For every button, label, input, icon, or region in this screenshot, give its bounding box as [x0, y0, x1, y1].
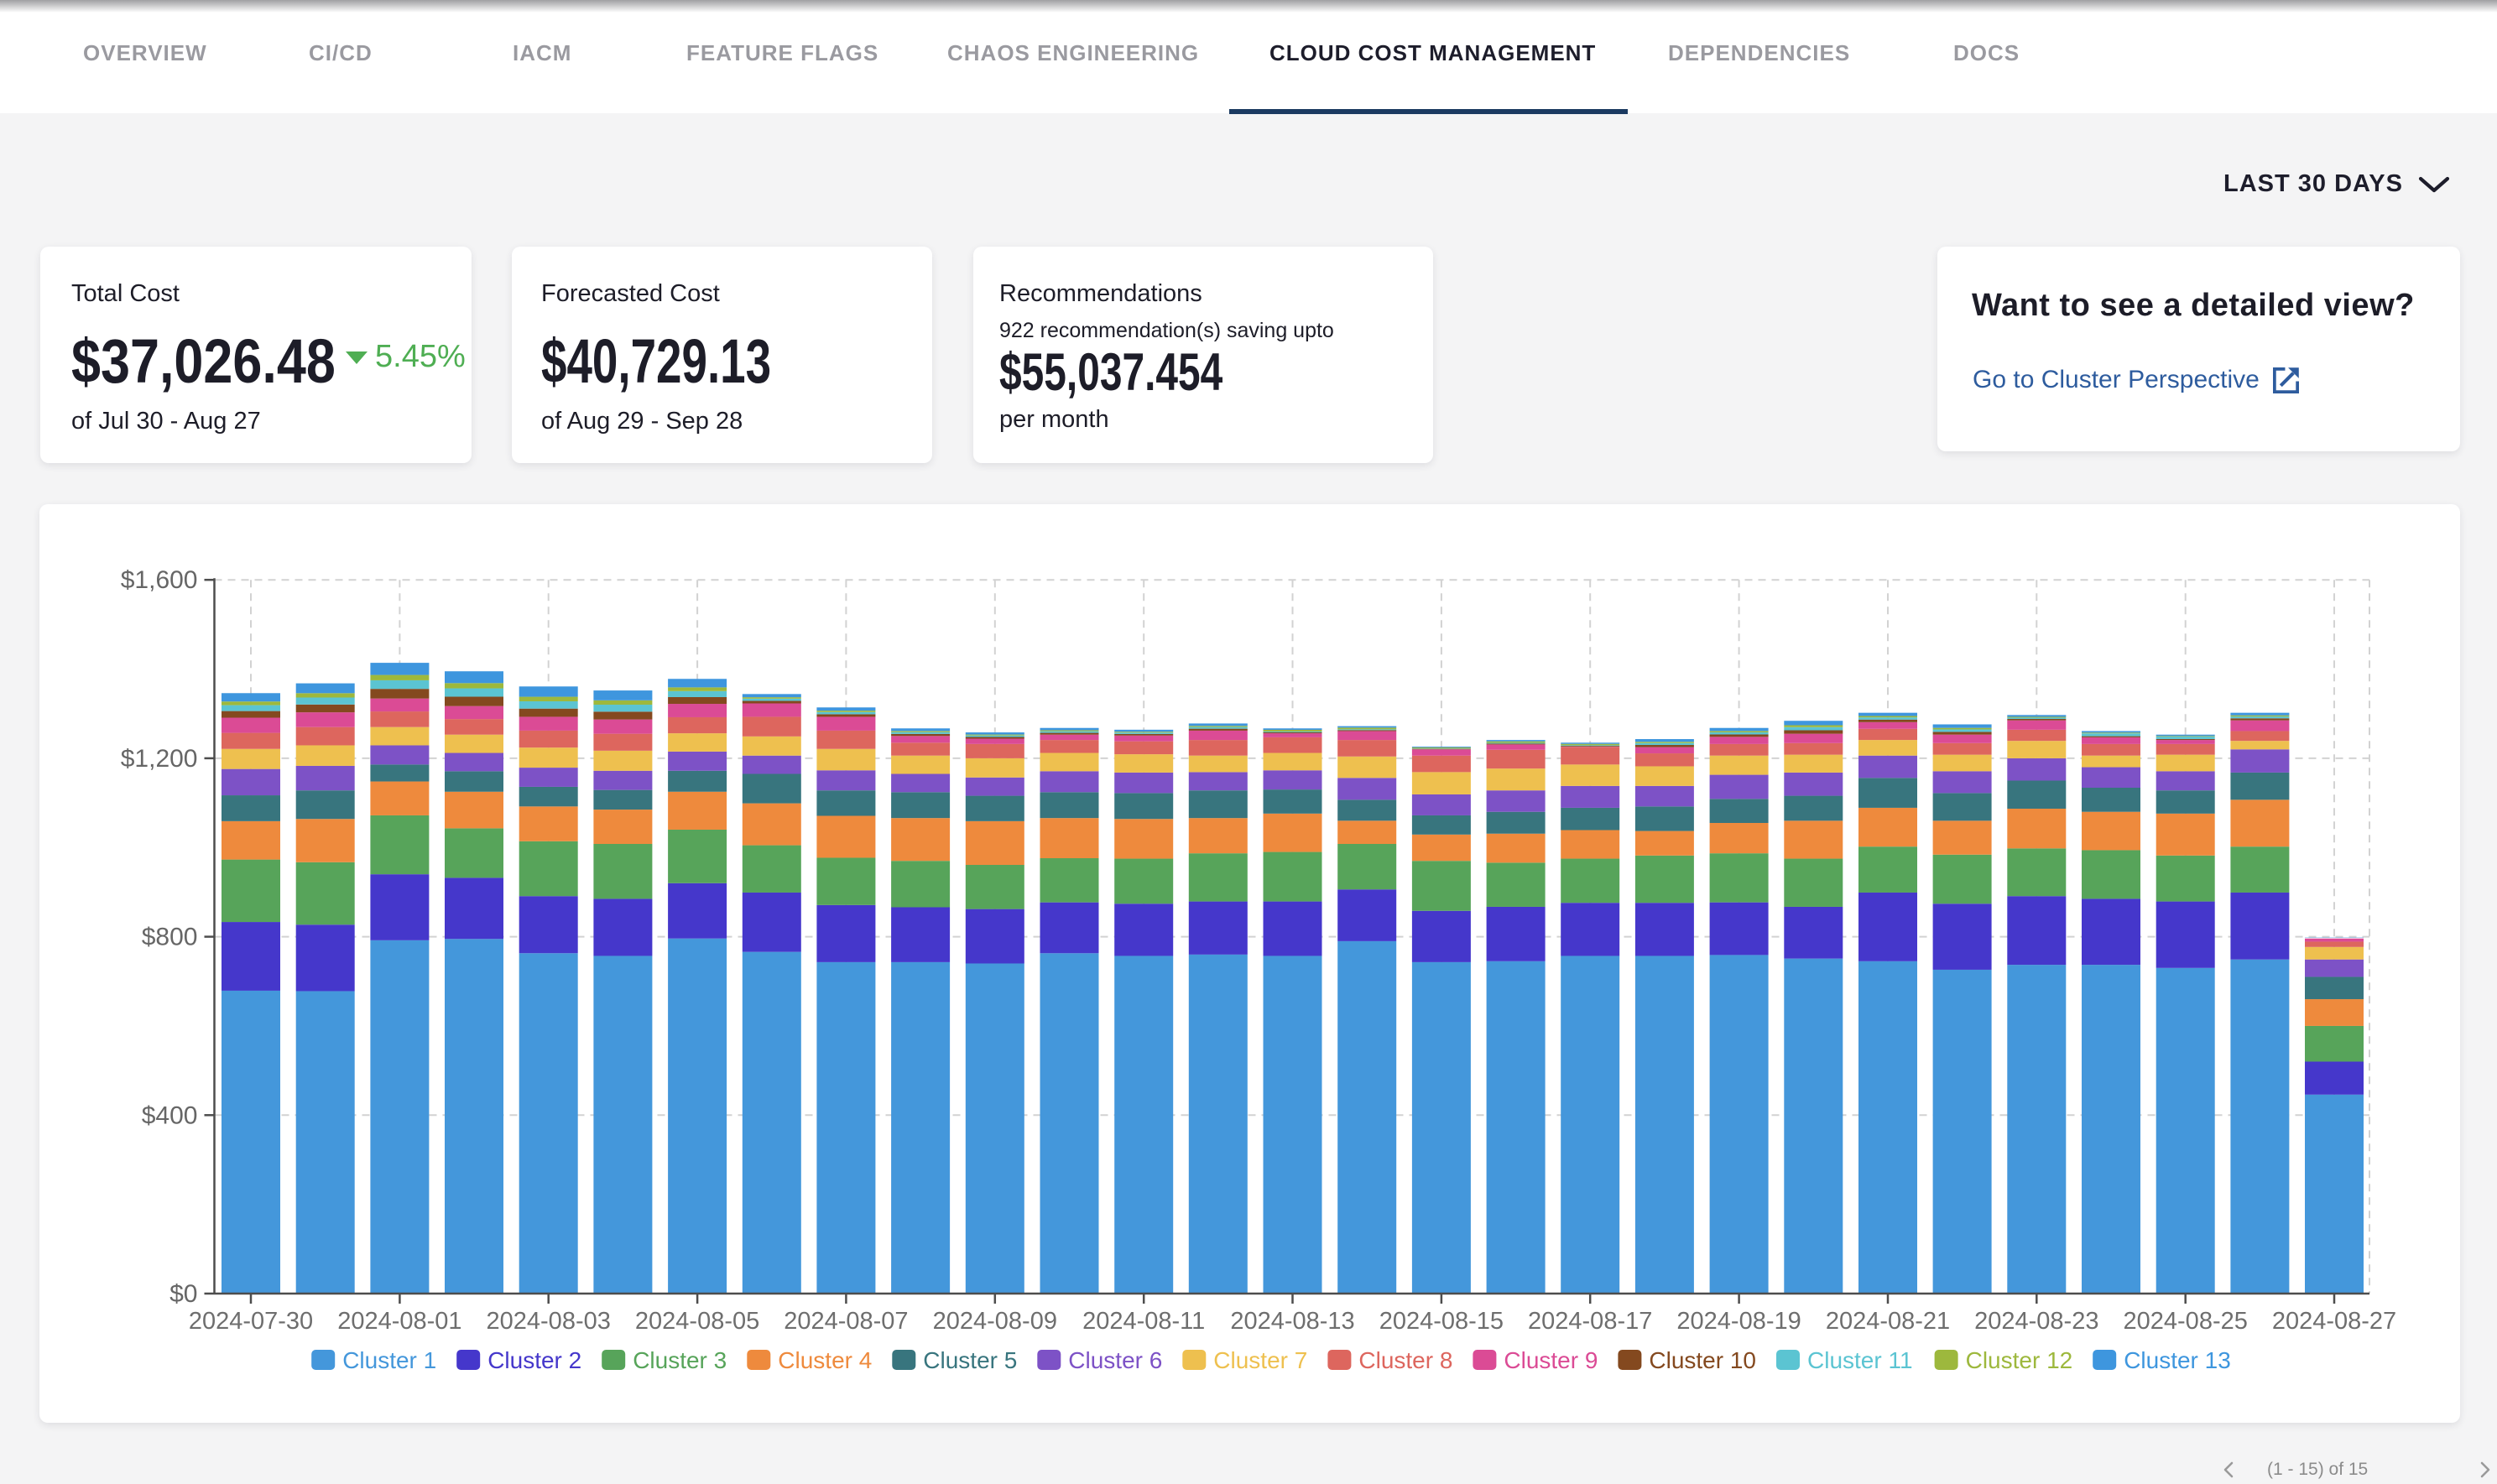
svg-text:2024-07-30: 2024-07-30: [189, 1308, 313, 1335]
svg-text:2024-08-21: 2024-08-21: [1826, 1308, 1950, 1335]
svg-text:2024-08-25: 2024-08-25: [2124, 1308, 2248, 1335]
svg-text:$400: $400: [142, 1101, 198, 1129]
svg-text:2024-08-15: 2024-08-15: [1379, 1308, 1504, 1335]
svg-text:$1,200: $1,200: [121, 745, 198, 773]
svg-text:Cluster 1: Cluster 1: [342, 1347, 436, 1373]
svg-text:Cluster 2: Cluster 2: [487, 1347, 581, 1373]
svg-text:Cluster 7: Cluster 7: [1213, 1347, 1307, 1373]
svg-text:2024-08-07: 2024-08-07: [784, 1308, 908, 1335]
svg-text:Cluster 3: Cluster 3: [633, 1347, 727, 1373]
svg-text:$1,600: $1,600: [121, 566, 198, 594]
svg-text:Cluster 13: Cluster 13: [2124, 1347, 2231, 1373]
svg-text:$0: $0: [169, 1280, 197, 1308]
svg-text:2024-08-03: 2024-08-03: [487, 1308, 611, 1335]
svg-text:2024-08-13: 2024-08-13: [1230, 1308, 1354, 1335]
svg-text:2024-08-05: 2024-08-05: [635, 1308, 759, 1335]
svg-text:Cluster 4: Cluster 4: [778, 1347, 872, 1373]
svg-text:2024-08-27: 2024-08-27: [2272, 1308, 2396, 1335]
svg-text:Cluster 11: Cluster 11: [1807, 1347, 1913, 1373]
svg-text:2024-08-19: 2024-08-19: [1676, 1308, 1801, 1335]
svg-text:Cluster 8: Cluster 8: [1358, 1347, 1452, 1373]
svg-text:Cluster 9: Cluster 9: [1504, 1347, 1598, 1373]
svg-text:Cluster 5: Cluster 5: [923, 1347, 1017, 1373]
svg-text:2024-08-11: 2024-08-11: [1082, 1308, 1205, 1335]
svg-text:2024-08-17: 2024-08-17: [1528, 1308, 1652, 1335]
svg-text:2024-08-23: 2024-08-23: [1974, 1308, 2098, 1335]
svg-text:2024-08-01: 2024-08-01: [337, 1308, 461, 1335]
svg-text:2024-08-09: 2024-08-09: [933, 1308, 1057, 1335]
svg-text:$800: $800: [142, 924, 198, 951]
svg-text:Cluster 6: Cluster 6: [1068, 1347, 1162, 1373]
svg-text:Cluster 12: Cluster 12: [1966, 1347, 2073, 1373]
svg-text:Cluster 10: Cluster 10: [1649, 1347, 1756, 1373]
